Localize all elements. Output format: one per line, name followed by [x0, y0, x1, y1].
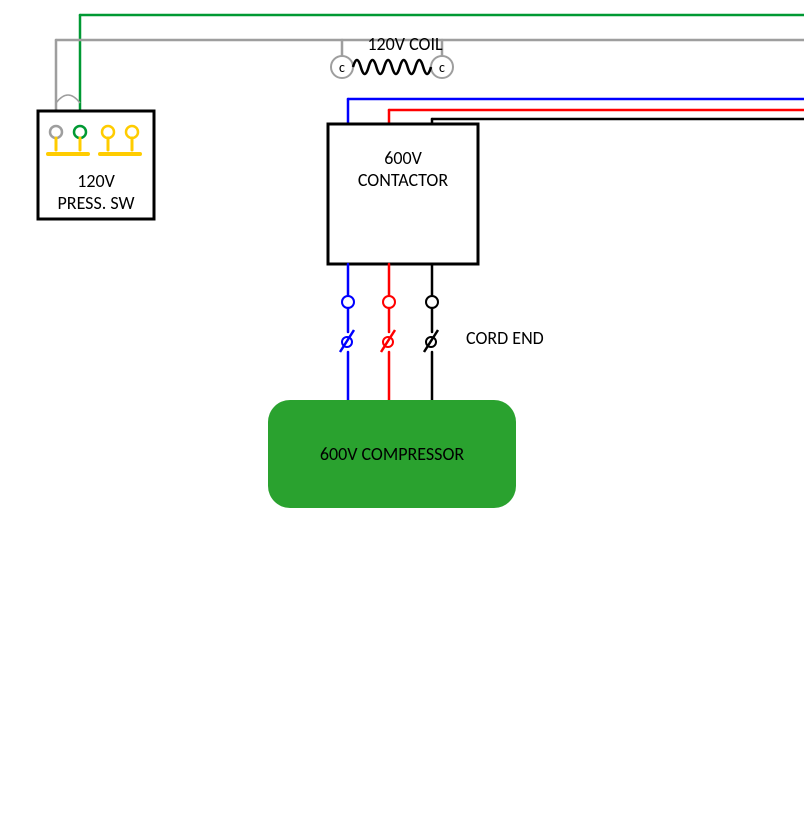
- label-coil: 120V COIL: [367, 33, 443, 55]
- svg-text:c: c: [339, 59, 345, 76]
- label-contactor-1: 600V: [384, 147, 422, 169]
- label-compressor: 600V COMPRESSOR: [320, 443, 465, 465]
- label-press-sw-2: PRESS. SW: [58, 192, 135, 214]
- cord-socket-red: [383, 296, 395, 308]
- label-cord-end: CORD END: [466, 327, 544, 349]
- contactor-box: [328, 124, 478, 264]
- label-press-sw-1: 120V: [77, 170, 115, 192]
- cord-socket-blue: [342, 296, 354, 308]
- svg-text:c: c: [439, 59, 445, 76]
- label-contactor-2: CONTACTOR: [358, 169, 448, 191]
- cord-socket-black: [426, 296, 438, 308]
